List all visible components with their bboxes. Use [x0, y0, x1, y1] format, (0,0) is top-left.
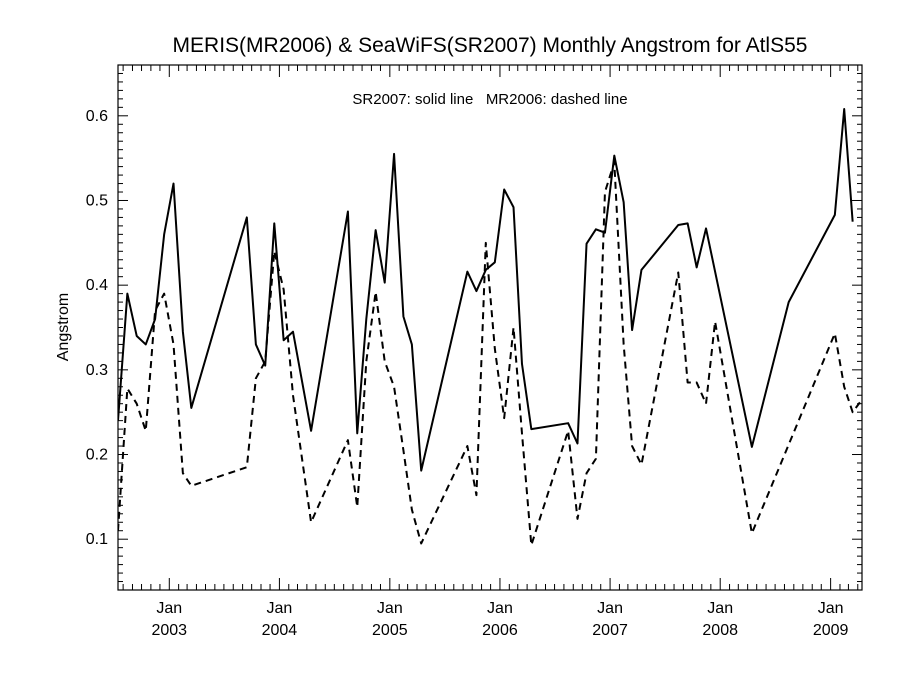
y-tick-label: 0.2: [86, 447, 108, 464]
x-tick-month-label: Jan: [267, 600, 293, 617]
y-tick-label: 0.5: [86, 192, 108, 209]
series-sr2007-line: [118, 108, 854, 472]
y-axis-ticks: 0.1 0.2 0.3 0.4 0.5 0.6: [86, 72, 862, 583]
plot-area-frame: [117, 64, 863, 591]
legend-annotation: SR2007: solid line MR2006: dashed line: [352, 91, 627, 108]
x-tick-year-label: 2006: [482, 622, 518, 639]
x-tick-year-label: 2005: [372, 622, 408, 639]
y-axis-label: Angstrom: [55, 293, 72, 361]
x-tick-month-label: Jan: [818, 600, 844, 617]
x-tick-year-label: 2007: [592, 622, 628, 639]
y-tick-label: 0.4: [86, 277, 108, 294]
y-tick-label: 0.1: [86, 531, 108, 548]
series-mr2006-line: [118, 161, 862, 547]
x-tick-year-label: 2004: [262, 622, 298, 639]
y-tick-label: 0.3: [86, 362, 108, 379]
y-tick-label: 0.6: [86, 108, 108, 125]
x-tick-month-label: Jan: [156, 600, 182, 617]
chart-title: MERIS(MR2006) & SeaWiFS(SR2007) Monthly …: [173, 34, 808, 57]
series-layer: [118, 108, 862, 547]
x-tick-month-label: Jan: [487, 600, 513, 617]
x-tick-year-label: 2003: [151, 622, 187, 639]
x-axis-ticks: Jan 2003 Jan 2004 Jan 2005 Jan 2006 Jan 2007 Jan 20…: [122, 65, 859, 639]
x-tick-month-label: Jan: [597, 600, 623, 617]
x-tick-month-label: Jan: [707, 600, 733, 617]
x-tick-year-label: 2008: [702, 622, 738, 639]
x-tick-month-label: Jan: [377, 600, 403, 617]
x-tick-year-label: 2009: [813, 622, 849, 639]
